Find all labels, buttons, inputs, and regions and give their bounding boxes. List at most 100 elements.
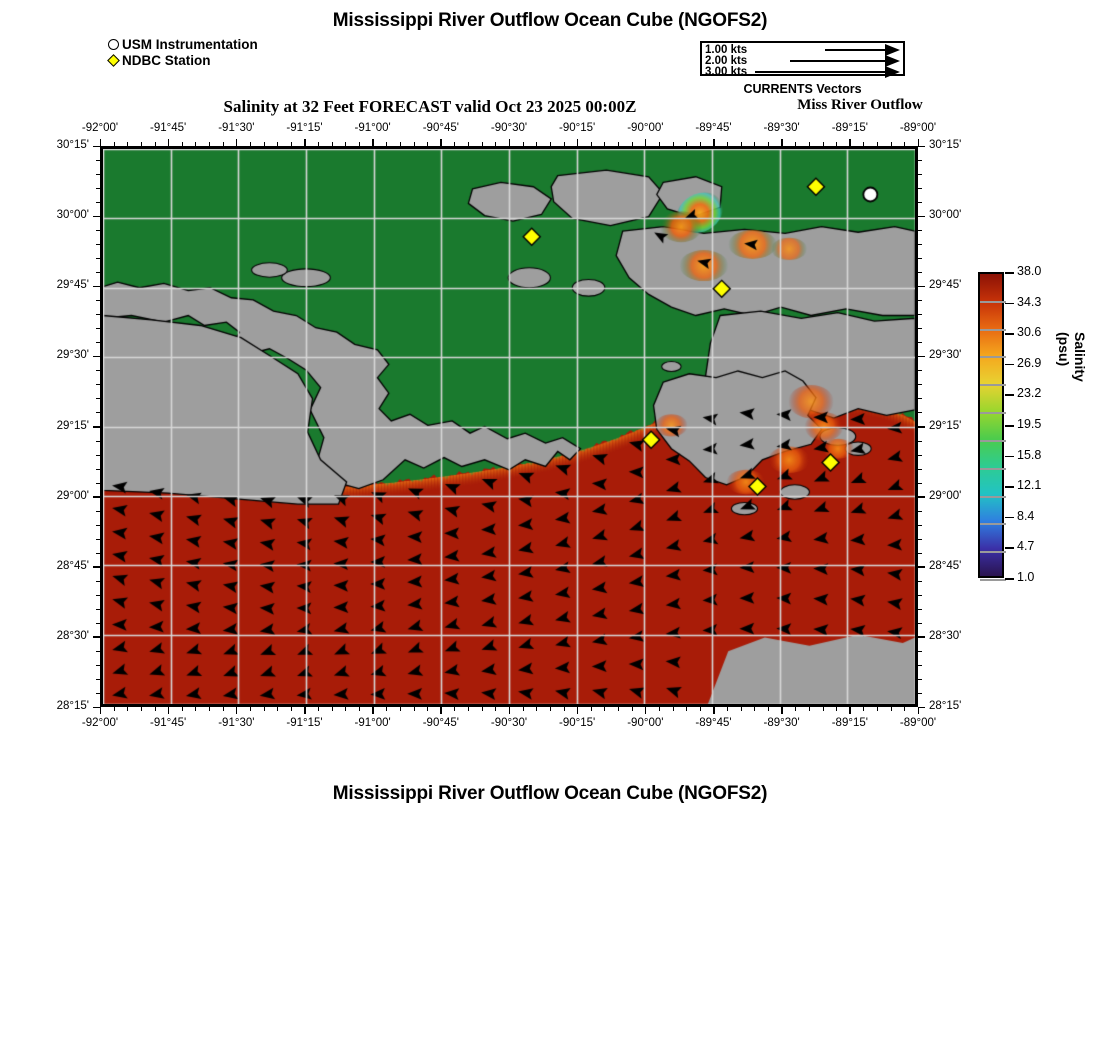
colorbar-tick-label: 38.0 bbox=[1017, 264, 1042, 278]
axis-tick bbox=[209, 707, 211, 711]
axis-tick bbox=[727, 142, 729, 146]
axis-tick bbox=[140, 142, 142, 146]
axis-tick bbox=[658, 707, 660, 711]
axis-tick bbox=[918, 566, 925, 568]
axis-tick bbox=[235, 139, 238, 146]
axis-tick bbox=[563, 142, 565, 146]
axis-tick bbox=[93, 566, 100, 568]
axis-label: 29°15' bbox=[929, 419, 962, 432]
axis-label: -89°45' bbox=[695, 717, 732, 729]
axis-tick bbox=[727, 707, 729, 711]
colorbar-separator bbox=[980, 300, 1006, 303]
axis-tick bbox=[96, 230, 100, 232]
axis-tick bbox=[195, 142, 197, 146]
axis-tick bbox=[822, 707, 824, 711]
axis-tick bbox=[209, 142, 211, 146]
axis-label: 29°30' bbox=[929, 349, 962, 362]
axis-tick bbox=[167, 707, 170, 714]
axis-tick bbox=[96, 580, 100, 582]
axis-tick bbox=[917, 707, 920, 714]
axis-tick bbox=[96, 538, 100, 540]
axis-tick bbox=[686, 707, 688, 711]
axis-tick bbox=[290, 142, 292, 146]
axis-tick bbox=[93, 496, 100, 498]
axis-tick bbox=[522, 142, 524, 146]
axis-tick bbox=[481, 707, 483, 711]
axis-tick bbox=[96, 454, 100, 456]
axis-tick bbox=[849, 139, 851, 146]
axis-tick bbox=[263, 142, 265, 146]
axis-tick bbox=[249, 142, 251, 146]
axis-tick bbox=[93, 636, 100, 638]
diamond-marker-icon bbox=[107, 54, 120, 67]
axis-tick bbox=[96, 678, 100, 680]
axis-label: 29°00' bbox=[56, 489, 89, 502]
axis-tick bbox=[918, 244, 922, 246]
axis-label: -90°15' bbox=[559, 122, 596, 134]
colorbar-separator bbox=[980, 412, 1006, 415]
axis-tick bbox=[222, 707, 224, 711]
axis-tick bbox=[454, 707, 456, 711]
axis-tick bbox=[93, 145, 100, 148]
axis-tick bbox=[877, 707, 879, 711]
axis-tick bbox=[93, 426, 100, 428]
colorbar-separator bbox=[980, 495, 1006, 498]
colorbar-tick bbox=[1005, 333, 1014, 335]
axis-label: -90°30' bbox=[490, 717, 528, 729]
axis-tick bbox=[96, 202, 100, 204]
axis-tick bbox=[549, 142, 551, 146]
axis-tick bbox=[918, 678, 922, 680]
colorbar-tick-label: 15.8 bbox=[1017, 447, 1042, 462]
vector-scale-legend: 1.00 kts 2.00 kts 3.00 kts bbox=[700, 41, 905, 78]
axis-tick bbox=[918, 706, 925, 709]
axis-label: 30°00' bbox=[56, 209, 89, 222]
colorbar-separator bbox=[980, 384, 1006, 387]
colorbar-tick bbox=[1005, 455, 1014, 458]
colorbar-tick bbox=[1005, 486, 1014, 488]
axis-tick bbox=[918, 145, 925, 148]
axis-tick bbox=[304, 139, 306, 146]
axis-tick bbox=[918, 552, 922, 554]
axis-label: 29°45' bbox=[56, 279, 89, 292]
axis-tick bbox=[536, 142, 538, 146]
axis-tick bbox=[918, 285, 925, 288]
axis-tick bbox=[96, 552, 100, 554]
axis-tick bbox=[918, 636, 925, 638]
axis-tick bbox=[96, 398, 100, 400]
axis-label: 30°00' bbox=[929, 209, 962, 222]
axis-tick bbox=[918, 174, 922, 176]
axis-label: 29°45' bbox=[929, 279, 962, 292]
axis-tick bbox=[549, 707, 551, 711]
axis-tick bbox=[754, 707, 756, 711]
vector-legend-label: 1.00 kts bbox=[705, 44, 748, 56]
map-plot-area[interactable] bbox=[100, 146, 918, 707]
axis-tick bbox=[863, 142, 865, 146]
axis-tick bbox=[263, 707, 265, 711]
axis-tick bbox=[918, 355, 925, 358]
colorbar-tick-label: 8.4 bbox=[1017, 508, 1035, 523]
axis-tick bbox=[918, 258, 922, 260]
axis-tick bbox=[96, 160, 100, 162]
axis-tick bbox=[576, 139, 579, 146]
axis-tick bbox=[481, 142, 483, 146]
axis-tick bbox=[99, 139, 102, 146]
axis-tick bbox=[918, 692, 922, 694]
axis-tick bbox=[345, 142, 347, 146]
axis-tick bbox=[699, 142, 701, 146]
colorbar-tick bbox=[1005, 425, 1014, 427]
axis-tick bbox=[495, 142, 497, 146]
vector-arrowhead-icon bbox=[885, 44, 900, 56]
colorbar-tick-label: 26.9 bbox=[1017, 355, 1042, 370]
colorbar-tick bbox=[1005, 302, 1014, 305]
axis-tick bbox=[454, 142, 456, 146]
legend-label-ndbc: NDBC Station bbox=[122, 53, 211, 68]
axis-tick bbox=[604, 707, 606, 711]
axis-tick bbox=[508, 707, 511, 714]
axis-tick bbox=[96, 300, 100, 302]
axis-tick bbox=[918, 538, 922, 540]
axis-tick bbox=[918, 342, 922, 344]
axis-tick bbox=[359, 707, 361, 711]
axis-tick bbox=[808, 142, 810, 146]
axis-label: -89°15' bbox=[831, 122, 868, 134]
legend-item-usm: USM Instrumentation bbox=[108, 37, 258, 52]
